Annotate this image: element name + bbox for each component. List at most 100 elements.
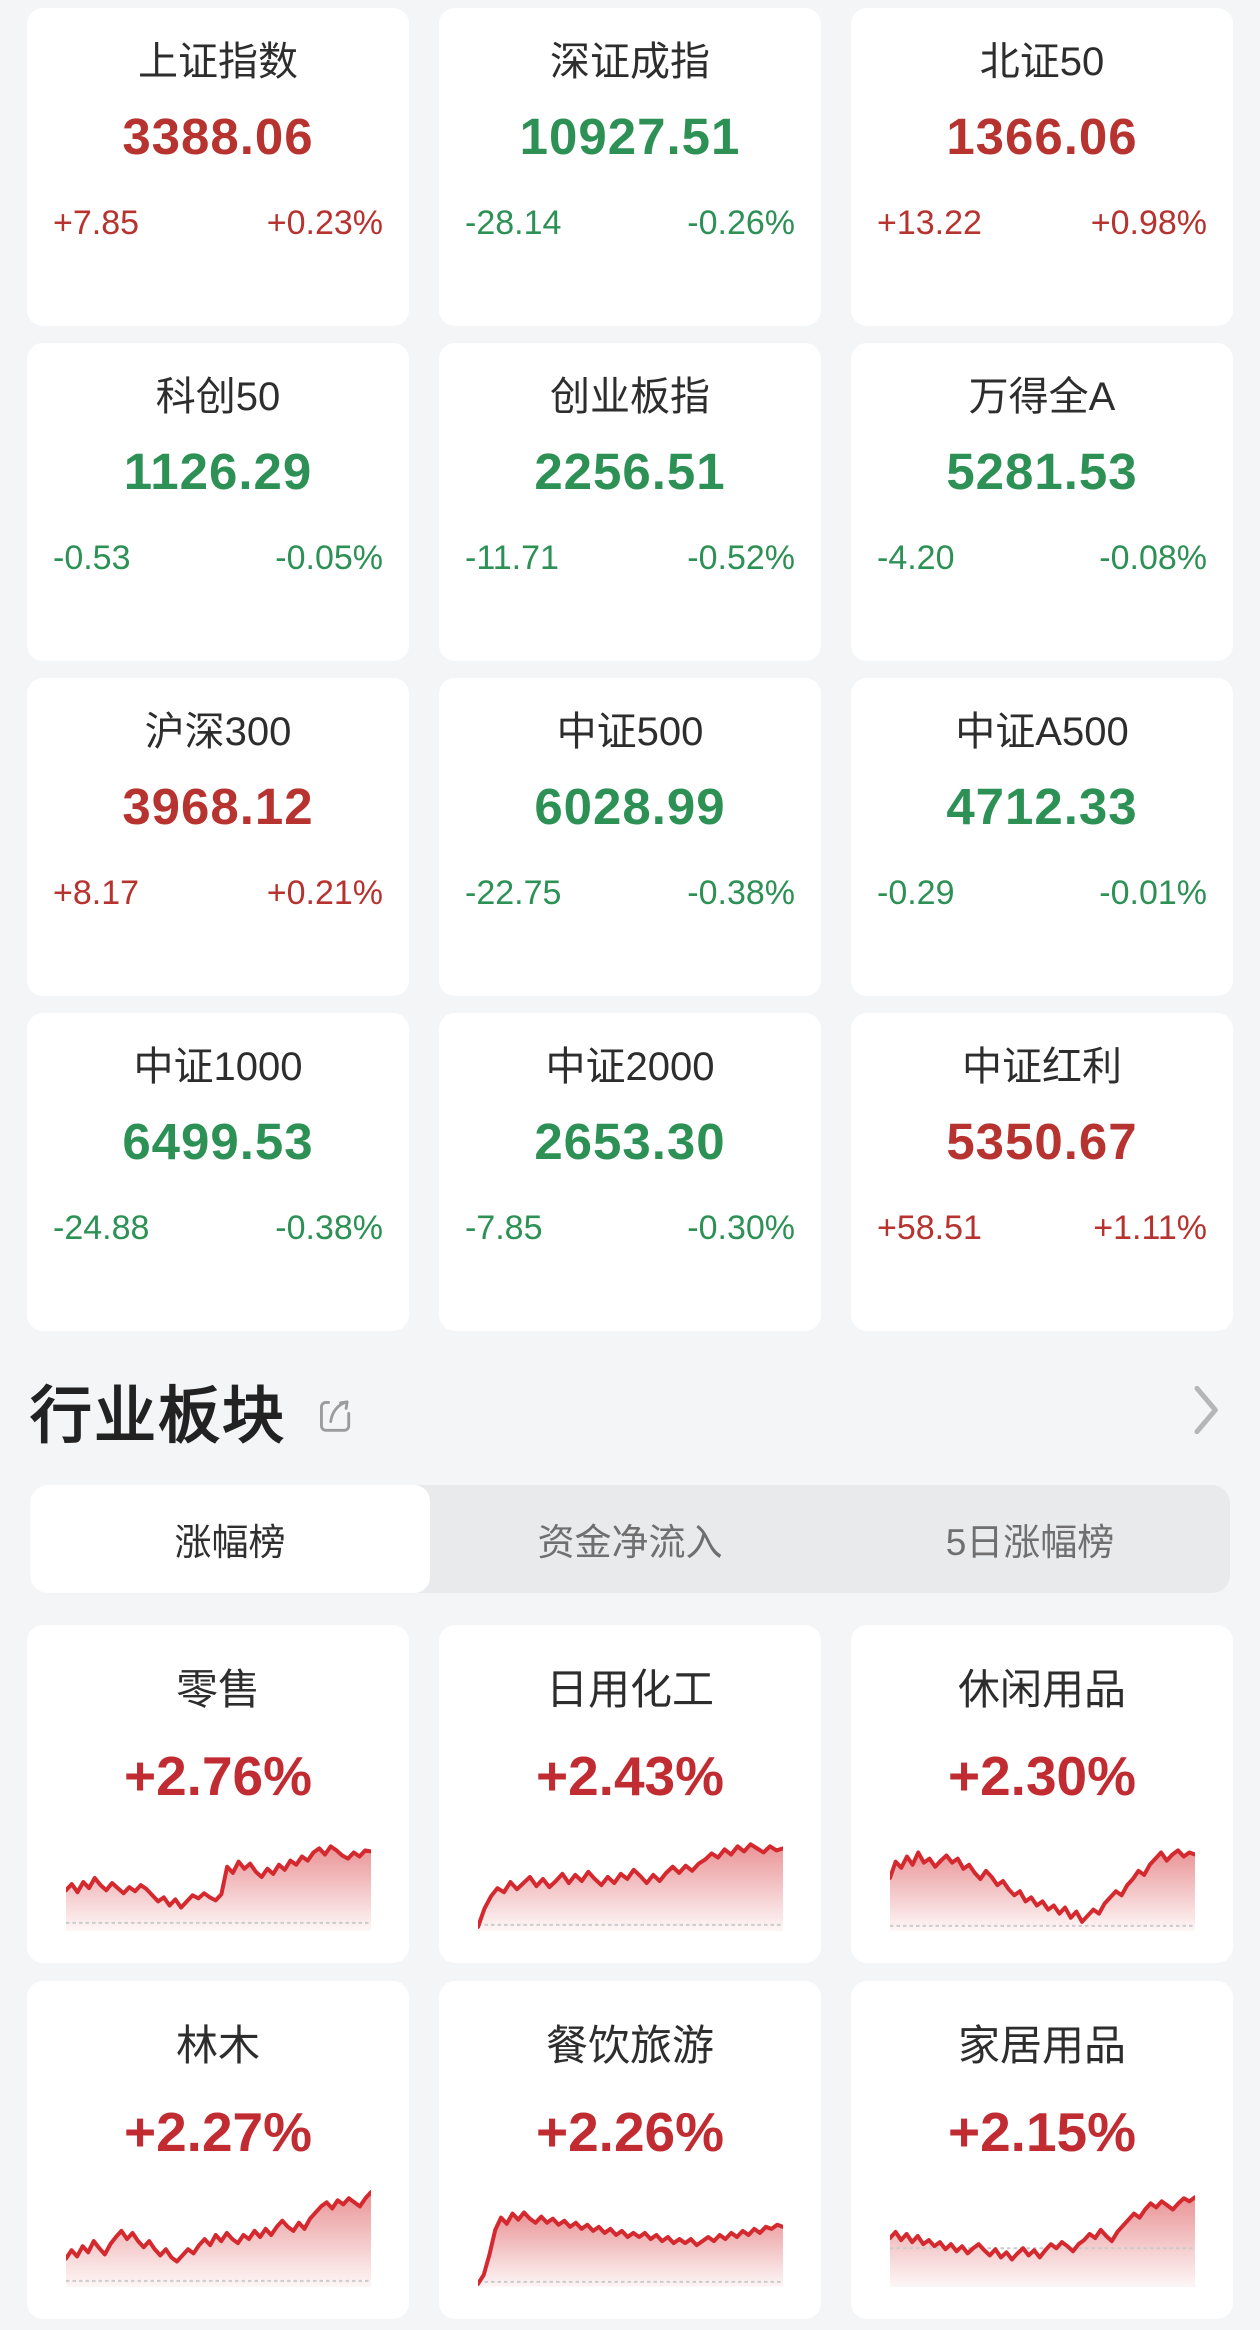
index-change-pct: -0.38% (687, 874, 795, 912)
index-change-abs: -11.71 (465, 539, 559, 577)
sparkline-line (66, 1846, 371, 1907)
index-change-pct: -0.01% (1099, 874, 1207, 912)
index-name: 中证红利 (962, 1045, 1122, 1089)
index-change-pct: -0.26% (687, 204, 795, 242)
sector-card[interactable]: 休闲用品 +2.30% (851, 1625, 1233, 1963)
sector-name: 家居用品 (957, 2022, 1126, 2069)
sector-change-pct: +2.26% (535, 2101, 725, 2163)
chevron-right-icon[interactable] (1192, 1383, 1222, 1437)
index-name: 中证2000 (545, 1045, 715, 1089)
index-card[interactable]: 创业板指 2256.51 -11.71 -0.52% (439, 343, 821, 661)
index-change-row: -28.14 -0.26% (439, 204, 821, 242)
index-change-row: -7.85 -0.30% (439, 1209, 821, 1247)
index-change-row: +13.22 +0.98% (851, 204, 1233, 242)
sector-sparkline (477, 2185, 783, 2287)
sector-change-pct: +2.30% (947, 1745, 1137, 1807)
sparkline-area (477, 2212, 783, 2287)
sector-name: 零售 (175, 1666, 260, 1713)
index-change-abs: -7.85 (465, 1209, 543, 1247)
index-change-pct: +0.23% (266, 204, 383, 242)
index-change-pct: -0.38% (275, 1209, 383, 1247)
index-change-abs: -22.75 (465, 874, 562, 912)
index-value: 6499.53 (122, 1113, 314, 1170)
index-change-row: -4.20 -0.08% (851, 539, 1233, 577)
sector-name: 林木 (175, 2022, 260, 2069)
sector-change-pct: +2.43% (535, 1745, 725, 1807)
sector-sparkline (889, 1829, 1195, 1931)
sparkline-line (890, 1850, 1195, 1921)
index-name: 中证A500 (955, 710, 1129, 754)
sector-change-pct: +2.27% (123, 2101, 313, 2163)
index-value: 3968.12 (122, 778, 314, 835)
index-change-pct: +0.21% (266, 874, 383, 912)
index-change-row: -0.29 -0.01% (851, 874, 1233, 912)
index-card[interactable]: 深证成指 10927.51 -28.14 -0.26% (439, 8, 821, 326)
sector-card[interactable]: 日用化工 +2.43% (439, 1625, 821, 1963)
index-change-pct: +0.98% (1090, 204, 1207, 242)
index-card[interactable]: 北证50 1366.06 +13.22 +0.98% (851, 8, 1233, 326)
index-value: 5350.67 (946, 1113, 1138, 1170)
section-title: 行业板块 (30, 1382, 287, 1451)
index-change-abs: -24.88 (53, 1209, 150, 1247)
index-name: 深证成指 (550, 40, 710, 84)
index-card[interactable]: 上证指数 3388.06 +7.85 +0.23% (27, 8, 409, 326)
sparkline-line (890, 2197, 1195, 2259)
tab-5day-gainers[interactable]: 5日涨幅榜 (945, 1522, 1115, 1563)
sector-name: 餐饮旅游 (545, 2022, 714, 2069)
index-change-pct: +1.11% (1093, 1209, 1207, 1247)
index-change-row: +58.51 +1.11% (851, 1209, 1233, 1247)
index-change-abs: -0.53 (53, 539, 131, 577)
index-card[interactable]: 沪深300 3968.12 +8.17 +0.21% (27, 678, 409, 996)
sector-change-pct: +2.76% (123, 1745, 313, 1807)
index-change-abs: +7.85 (53, 204, 140, 242)
index-card[interactable]: 万得全A 5281.53 -4.20 -0.08% (851, 343, 1233, 661)
sector-name: 休闲用品 (957, 1666, 1126, 1713)
sparkline-line (66, 2192, 371, 2261)
sector-sparkline (65, 2185, 371, 2287)
index-change-pct: -0.52% (687, 539, 795, 577)
index-card[interactable]: 中证500 6028.99 -22.75 -0.38% (439, 678, 821, 996)
tab-net-inflow[interactable]: 资金净流入 (537, 1522, 723, 1563)
index-name: 沪深300 (144, 710, 292, 754)
index-change-row: -22.75 -0.38% (439, 874, 821, 912)
sector-sparkline (889, 2185, 1195, 2287)
index-name: 北证50 (979, 40, 1105, 84)
sector-card[interactable]: 零售 +2.76% (27, 1625, 409, 1963)
sector-section-header: 行业板块 (30, 1369, 1230, 1451)
index-change-abs: +13.22 (877, 204, 982, 242)
index-card[interactable]: 中证2000 2653.30 -7.85 -0.30% (439, 1013, 821, 1331)
index-value: 5281.53 (946, 443, 1138, 500)
sparkline-area (889, 2197, 1195, 2287)
index-value: 2653.30 (534, 1113, 726, 1170)
index-change-abs: +8.17 (53, 874, 140, 912)
index-card[interactable]: 科创50 1126.29 -0.53 -0.05% (27, 343, 409, 661)
index-card[interactable]: 中证A500 4712.33 -0.29 -0.01% (851, 678, 1233, 996)
index-change-abs: -0.29 (877, 874, 955, 912)
index-change-row: -0.53 -0.05% (27, 539, 409, 577)
sparkline-area (889, 1850, 1195, 1931)
index-change-row: +8.17 +0.21% (27, 874, 409, 912)
share-icon[interactable] (310, 1391, 358, 1439)
index-name: 上证指数 (138, 40, 298, 84)
sparkline-line (478, 1844, 783, 1927)
index-card-grid: 上证指数 3388.06 +7.85 +0.23% 深证成指 10927.51 … (27, 8, 1233, 1331)
sparkline-line (478, 2213, 783, 2284)
sector-card[interactable]: 餐饮旅游 +2.26% (439, 1981, 821, 2319)
index-card[interactable]: 中证红利 5350.67 +58.51 +1.11% (851, 1013, 1233, 1331)
index-card[interactable]: 中证1000 6499.53 -24.88 -0.38% (27, 1013, 409, 1331)
sector-card[interactable]: 林木 +2.27% (27, 1981, 409, 2319)
sparkline-area (477, 1844, 783, 1931)
index-value: 1366.06 (946, 108, 1138, 165)
sparkline-area (65, 1846, 371, 1931)
index-value: 1126.29 (123, 443, 313, 500)
index-change-abs: +58.51 (877, 1209, 982, 1247)
tab-gainers[interactable]: 涨幅榜 (30, 1485, 430, 1593)
index-change-abs: -28.14 (465, 204, 562, 242)
sector-card[interactable]: 家居用品 +2.15% (851, 1981, 1233, 2319)
index-change-row: +7.85 +0.23% (27, 204, 409, 242)
index-name: 创业板指 (550, 375, 710, 419)
index-name: 科创50 (155, 375, 281, 419)
index-name: 中证500 (556, 710, 704, 754)
index-change-pct: -0.08% (1099, 539, 1207, 577)
index-value: 2256.51 (534, 443, 726, 500)
